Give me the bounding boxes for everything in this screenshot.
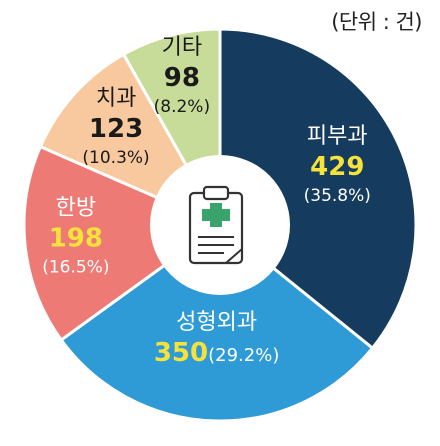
slice-category-label: 한방 <box>56 196 96 221</box>
slice-value-label: 123 <box>89 114 143 144</box>
slice-value-label: 198 <box>49 224 103 254</box>
slice-category-label: 치과 <box>96 86 136 111</box>
slice-percent-label: (8.2%) <box>154 97 210 117</box>
unit-label: (단위 : 건) <box>331 10 422 34</box>
slice-percent-label: (10.3%) <box>82 148 149 168</box>
slice-category-label: 피부과 <box>307 124 368 149</box>
slice-category-label: 성형외과 <box>176 310 257 335</box>
slice-category-label: 기타 <box>162 35 202 60</box>
slice-percent-label: (35.8%) <box>304 186 371 206</box>
pie-slice <box>59 223 375 423</box>
slice-value-label: 429 <box>310 152 364 182</box>
slice-value-label: 350(29.2%) <box>154 338 280 368</box>
slice-label-group: 성형외과 350(29.2%) <box>154 310 280 368</box>
slice-label-group: 피부과 429 (35.8%) <box>304 124 371 206</box>
slice-percent-label: (16.5%) <box>42 258 109 278</box>
pie-slice <box>218 27 418 351</box>
medical-clipboard-icon <box>188 185 244 265</box>
pie-slice <box>22 144 224 343</box>
slice-value-label: 98 <box>164 63 200 93</box>
slice-label-group: 치과 123 (10.3%) <box>82 86 149 168</box>
slice-label-group: 기타 98 (8.2%) <box>154 35 210 117</box>
slice-label-group: 한방 198 (16.5%) <box>42 196 109 278</box>
